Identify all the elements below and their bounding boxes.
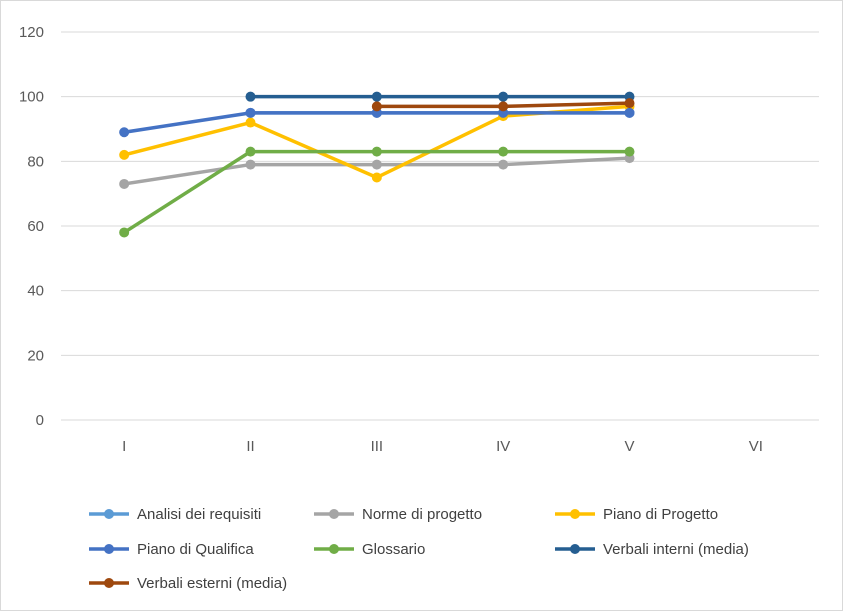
gridlines (61, 31, 819, 421)
series-verbali-esterni-media (371, 98, 635, 112)
legend-label: Analisi dei requisiti (137, 506, 261, 523)
data-point (371, 91, 382, 102)
legend-marker (329, 509, 339, 519)
legend-marker (570, 544, 580, 554)
data-point (245, 91, 256, 102)
legend-label: Verbali interni (media) (603, 541, 749, 558)
legend-marker (570, 509, 580, 519)
y-tick-label: 60 (27, 218, 44, 235)
series-piano-di-qualifica (119, 107, 635, 138)
data-point (624, 107, 635, 118)
x-tick-label: V (624, 438, 634, 455)
legend: Analisi dei requisiti Norme di progetto Pi… (89, 506, 749, 592)
legend-label: Piano di Qualifica (137, 541, 254, 558)
series-norme-di-progetto (119, 153, 635, 189)
data-point (119, 149, 130, 160)
data-point (371, 146, 382, 157)
series-glossario (119, 146, 635, 238)
y-tick-label: 100 (19, 89, 44, 106)
legend-marker (104, 509, 114, 519)
legend-marker (104, 578, 114, 588)
y-tick-label: 40 (27, 283, 44, 300)
legend-label: Verbali esterni (media) (137, 575, 287, 592)
legend-item-verbali-esterni-media: Verbali esterni (media) (89, 575, 287, 592)
legend-marker (329, 544, 339, 554)
y-tick-label: 80 (27, 153, 44, 170)
x-tick-label: VI (749, 438, 763, 455)
data-point (624, 146, 635, 157)
y-tick-label: 0 (36, 412, 44, 429)
data-point (245, 107, 256, 118)
data-point (624, 98, 635, 109)
legend-item-norme-di-progetto: Norme di progetto (314, 506, 482, 523)
x-tick-label: I (122, 438, 126, 455)
y-tick-label: 20 (27, 347, 44, 364)
legend-item-glossario: Glossario (314, 541, 425, 558)
legend-item-verbali-interni-media: Verbali interni (media) (555, 541, 749, 558)
data-point (119, 227, 130, 238)
legend-item-piano-di-progetto: Piano di Progetto (555, 506, 718, 523)
data-point (119, 178, 130, 189)
data-point (245, 146, 256, 157)
series-lines (119, 91, 635, 238)
data-point (498, 159, 509, 170)
series-verbali-interni-media (245, 91, 635, 102)
legend-label: Norme di progetto (362, 506, 482, 523)
data-point (119, 127, 130, 138)
x-tick-label: III (371, 438, 384, 455)
data-point (245, 159, 256, 170)
legend-item-piano-di-qualifica: Piano di Qualifica (89, 541, 254, 558)
data-point (498, 146, 509, 157)
data-point (498, 91, 509, 102)
legend-marker (104, 544, 114, 554)
x-tick-label: II (246, 438, 254, 455)
data-point (371, 172, 382, 183)
legend-label: Glossario (362, 541, 425, 558)
data-point (245, 117, 256, 128)
legend-item-analisi-dei-requisiti: Analisi dei requisiti (89, 506, 261, 523)
y-axis: 0 20 40 60 80 100 120 (19, 24, 44, 429)
x-tick-label: IV (496, 438, 510, 455)
legend-label: Piano di Progetto (603, 506, 718, 523)
data-point (498, 101, 509, 112)
x-axis: I II III IV V VI (122, 438, 763, 455)
data-point (371, 159, 382, 170)
data-point (371, 101, 382, 112)
y-tick-label: 120 (19, 24, 44, 41)
